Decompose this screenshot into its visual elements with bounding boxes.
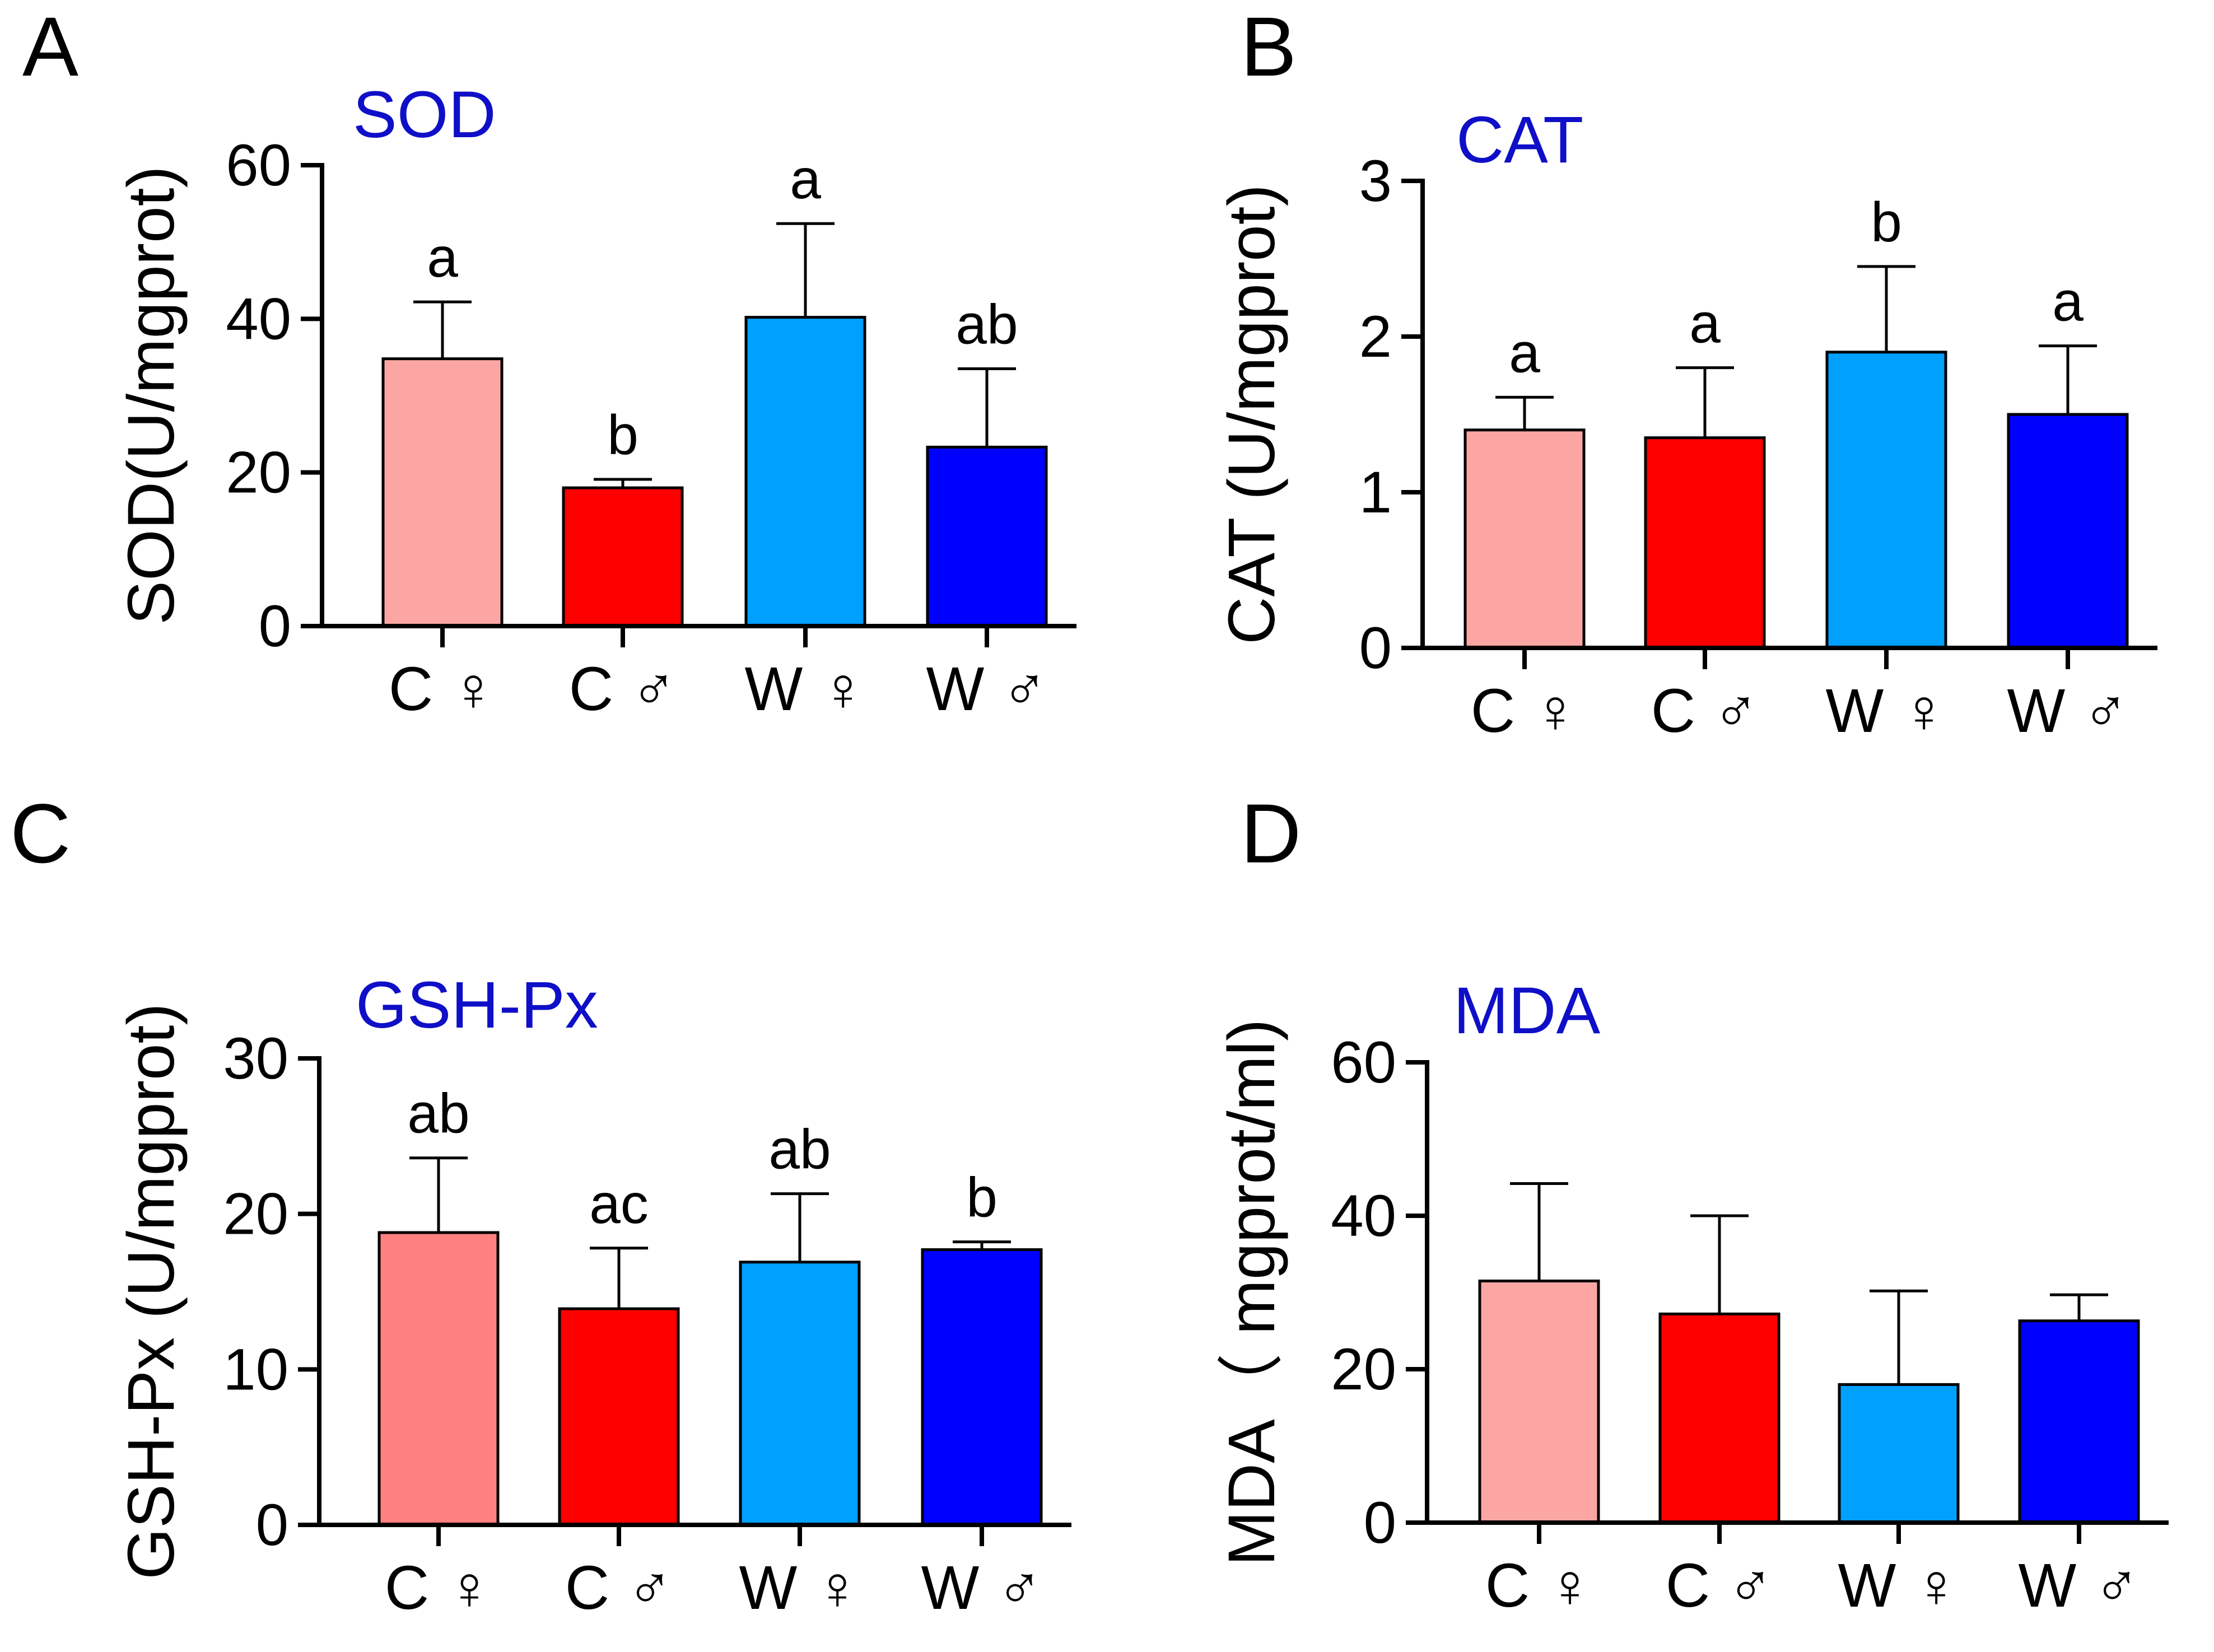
bar <box>1658 1312 1780 1524</box>
x-tick-label: C ♂ <box>1651 676 1759 745</box>
x-tick-label: W ♀ <box>739 1553 861 1622</box>
panel-b: B CAT CAT (U/mgprot) a C ♀ a C ♂ b W ♀ a W ♂ 0 1 2 3 <box>1215 0 2157 745</box>
bar <box>381 357 504 628</box>
x-tick-label: C ♀ <box>1471 676 1579 745</box>
x-tick-label: C ♂ <box>569 655 677 724</box>
y-tick-label: 0 <box>1364 1490 1396 1556</box>
y-tick-label: 20 <box>226 440 291 506</box>
y-axis-label: SOD(U/mgprot) <box>114 166 188 625</box>
y-tick-label: 0 <box>259 594 291 659</box>
bar <box>1478 1279 1600 1524</box>
y-tick-label: 20 <box>223 1182 288 1247</box>
chart-title: CAT <box>1456 103 1583 177</box>
bar <box>1825 351 1947 650</box>
panel-letter: D <box>1241 786 1301 880</box>
bar <box>2018 1319 2140 1524</box>
significance-label: a <box>1689 292 1721 355</box>
y-tick-label: 10 <box>223 1337 288 1402</box>
bar <box>926 445 1048 628</box>
y-tick-label: 40 <box>1331 1183 1396 1249</box>
x-tick-label: C ♀ <box>385 1553 493 1622</box>
y-axis-label: GSH-Px (U/mgprot) <box>114 1003 188 1579</box>
y-axis-label: CAT (U/mgprot) <box>1215 184 1289 645</box>
y-tick-label: 20 <box>1331 1337 1396 1402</box>
x-tick-label: W ♂ <box>926 655 1048 724</box>
x-tick-label: C ♀ <box>1485 1551 1593 1620</box>
chart-title: SOD <box>353 78 496 152</box>
x-tick-label: W ♀ <box>1826 676 1947 745</box>
significance-label: a <box>1509 321 1540 384</box>
significance-label: ab <box>955 293 1018 356</box>
panel-a: A SOD SOD(U/mgprot) a C ♀ b C ♂ a W ♀ ab W ♂ 0 20 40 6… <box>22 0 1076 724</box>
chart-title: GSH-Px <box>356 968 598 1042</box>
significance-label: a <box>2052 270 2084 333</box>
bar <box>1644 436 1766 650</box>
bar <box>558 1307 680 1527</box>
significance-label: b <box>607 404 638 466</box>
panel-letter: C <box>10 786 71 880</box>
y-tick-label: 0 <box>256 1492 288 1558</box>
significance-label: ab <box>768 1118 831 1181</box>
x-tick-label: W ♂ <box>921 1553 1043 1622</box>
bar <box>2007 413 2129 650</box>
y-tick-label: 0 <box>1359 615 1392 681</box>
bar <box>1463 428 1586 650</box>
bar <box>744 316 866 628</box>
x-tick-label: C ♂ <box>565 1553 673 1622</box>
x-tick-label: W ♂ <box>2007 676 2129 745</box>
x-tick-label: W ♀ <box>1838 1551 1960 1620</box>
y-tick-label: 1 <box>1359 460 1392 525</box>
x-tick-label: W ♀ <box>745 655 866 724</box>
panel-letter: A <box>22 0 78 94</box>
panel-letter: B <box>1241 0 1297 94</box>
significance-label: b <box>1871 191 1902 254</box>
significance-label: a <box>427 226 458 289</box>
panel-c: C GSH-Px GSH-Px (U/mgprot) ab C ♀ ac C ♂ ab W ♀ b… <box>10 786 1071 1622</box>
y-tick-label: 2 <box>1359 304 1392 370</box>
bar <box>739 1261 861 1527</box>
chart-title: MDA <box>1453 974 1601 1048</box>
bar <box>562 486 684 628</box>
panel-d: D MDA MDA（ mgprot/ml) C ♀ C ♂ W ♀ W ♂ 0 20 40 60 <box>1215 786 2169 1620</box>
y-tick-label: 40 <box>226 286 291 352</box>
significance-label: a <box>790 148 821 211</box>
y-tick-label: 30 <box>223 1026 288 1091</box>
significance-label: ab <box>407 1082 469 1145</box>
bar <box>1838 1383 1960 1524</box>
x-tick-label: W ♂ <box>2019 1551 2140 1620</box>
significance-label: ac <box>589 1173 649 1235</box>
y-tick-label: 60 <box>1331 1030 1396 1095</box>
significance-label: b <box>966 1166 998 1229</box>
x-tick-label: C ♀ <box>389 655 497 724</box>
bar <box>377 1231 500 1527</box>
y-tick-label: 3 <box>1359 148 1392 214</box>
bar <box>921 1248 1043 1527</box>
y-axis-label: MDA（ mgprot/ml) <box>1215 1019 1289 1566</box>
y-tick-label: 60 <box>226 133 291 198</box>
x-tick-label: C ♂ <box>1666 1551 1774 1620</box>
